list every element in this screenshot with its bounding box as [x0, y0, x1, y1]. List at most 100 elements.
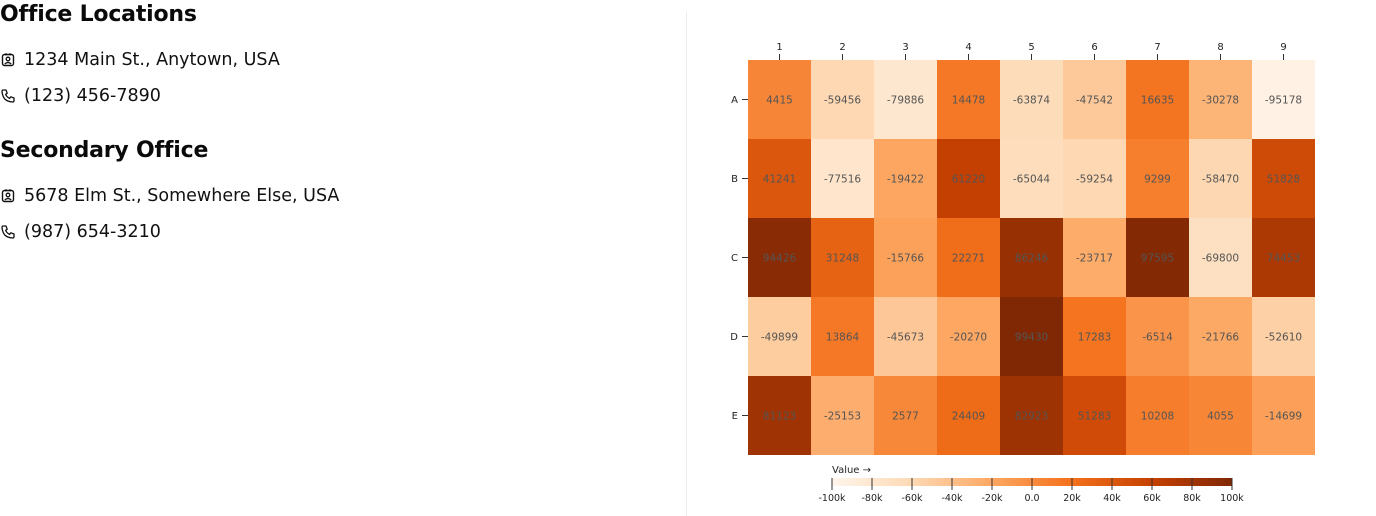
office-address-row: 1234 Main St., Anytown, USA	[0, 50, 280, 70]
cell-value-label: 99430	[1015, 332, 1048, 344]
cell-value-label: -59254	[1076, 174, 1114, 186]
heatmap-cell	[874, 60, 937, 139]
secondary-office-address: 5678 Elm St., Somewhere Else, USA	[24, 186, 340, 206]
legend-tick-label: -80k	[861, 493, 883, 504]
office-locations-heading: Office Locations	[0, 2, 197, 27]
heatmap-cell	[748, 139, 811, 218]
phone-icon	[1, 225, 15, 239]
heatmap-cell	[811, 297, 874, 376]
cell-value-label: -23717	[1076, 253, 1113, 265]
cell-value-label: -59456	[824, 95, 862, 107]
legend-tick-label: -100k	[818, 493, 846, 504]
x-tick-label: 6	[1091, 42, 1097, 53]
heatmap-cell	[1000, 139, 1063, 218]
secondary-office-phone[interactable]: (987) 654-3210	[24, 222, 161, 242]
cell-value-label: 4415	[766, 95, 793, 107]
heatmap-cell	[1063, 297, 1126, 376]
legend-tick-label: -60k	[901, 493, 923, 504]
heatmap-cell	[937, 297, 1000, 376]
cell-value-label: -79886	[887, 95, 925, 107]
x-tick-label: 3	[902, 42, 908, 53]
x-tick-label: 7	[1154, 42, 1160, 53]
heatmap-cell	[1252, 297, 1315, 376]
legend-tick-label: 80k	[1183, 493, 1201, 504]
y-tick-label: A	[731, 95, 738, 106]
heatmap-cell	[1000, 60, 1063, 139]
heatmap-cell	[1252, 60, 1315, 139]
cell-value-label: 24409	[952, 411, 985, 423]
cell-value-label: 82923	[1015, 411, 1048, 423]
heatmap-cell	[1252, 218, 1315, 297]
heatmap-cell	[748, 297, 811, 376]
x-tick-label: 4	[965, 42, 971, 53]
heatmap-cell	[874, 218, 937, 297]
heatmap-cell	[1189, 376, 1252, 455]
y-tick-label: B	[731, 174, 738, 185]
heatmap-cell	[811, 218, 874, 297]
phone-icon	[1, 89, 15, 103]
heatmap-cell	[1000, 218, 1063, 297]
office-address: 1234 Main St., Anytown, USA	[24, 50, 280, 70]
heatmap-cell	[874, 139, 937, 218]
heatmap-cell	[937, 60, 1000, 139]
x-tick-label: 8	[1217, 42, 1223, 53]
cell-value-label: 61220	[952, 174, 985, 186]
x-tick-label: 9	[1280, 42, 1286, 53]
x-tick-label: 2	[839, 42, 845, 53]
heatmap-cell	[1189, 218, 1252, 297]
heatmap-cell	[937, 376, 1000, 455]
heatmap-cell	[1126, 218, 1189, 297]
secondary-phone-row: (987) 654-3210	[0, 222, 161, 242]
cell-value-label: -21766	[1202, 332, 1240, 344]
cell-value-label: 41241	[763, 174, 796, 186]
heatmap-cell	[748, 218, 811, 297]
legend-tick-label: 60k	[1143, 493, 1161, 504]
secondary-office-heading: Secondary Office	[0, 138, 209, 163]
cell-value-label: 74453	[1267, 253, 1300, 265]
heatmap-cell	[811, 60, 874, 139]
heatmap-cell	[1000, 297, 1063, 376]
heatmap-cell	[1126, 297, 1189, 376]
cell-value-label: 14478	[952, 95, 985, 107]
address-card-icon	[1, 189, 15, 203]
cell-value-label: 81123	[763, 411, 796, 423]
panel-divider	[686, 12, 687, 516]
heatmap-cell	[937, 139, 1000, 218]
cell-value-label: 86246	[1015, 253, 1049, 265]
address-card-icon	[1, 53, 15, 67]
cell-value-label: 4055	[1207, 411, 1234, 423]
heatmap-cell	[1252, 376, 1315, 455]
cell-value-label: -63874	[1013, 95, 1051, 107]
heatmap-cell	[811, 139, 874, 218]
cell-value-label: -77516	[824, 174, 862, 186]
heatmap-cell	[748, 376, 811, 455]
cell-value-label: 13864	[826, 332, 860, 344]
cell-value-label: 17283	[1078, 332, 1111, 344]
heatmap-cell	[1189, 297, 1252, 376]
legend-tick-label: 20k	[1063, 493, 1081, 504]
cell-value-label: 31248	[826, 253, 859, 265]
heatmap-cell	[1252, 139, 1315, 218]
cell-value-label: -14699	[1265, 411, 1302, 423]
heatmap-cell	[1063, 139, 1126, 218]
cell-value-label: 16635	[1141, 95, 1174, 107]
cell-value-label: 2577	[892, 411, 919, 423]
heatmap-cell	[811, 376, 874, 455]
heatmap-cell	[1063, 376, 1126, 455]
x-tick-label: 5	[1028, 42, 1034, 53]
cell-value-label: -52610	[1265, 332, 1302, 344]
cell-value-label: 10208	[1141, 411, 1174, 423]
heatmap-cell	[1063, 60, 1126, 139]
cell-value-label: -25153	[824, 411, 861, 423]
legend-tick-label: -20k	[981, 493, 1003, 504]
cell-value-label: -30278	[1202, 95, 1239, 107]
legend-tick-label: -40k	[941, 493, 963, 504]
cell-value-label: -69800	[1202, 253, 1239, 265]
heatmap-cell	[874, 297, 937, 376]
cell-value-label: 94426	[763, 253, 797, 265]
heatmap-cell	[1126, 60, 1189, 139]
cell-value-label: -20270	[950, 332, 987, 344]
office-phone[interactable]: (123) 456-7890	[24, 86, 161, 106]
heatmap-cell	[1189, 139, 1252, 218]
y-tick-label: D	[730, 332, 738, 343]
